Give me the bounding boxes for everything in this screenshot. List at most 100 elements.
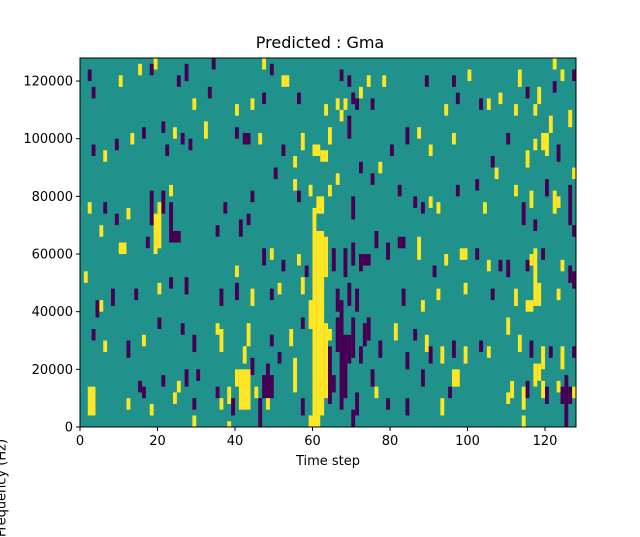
heatmap-cell <box>161 121 166 133</box>
heatmap-cell <box>316 230 325 416</box>
heatmap-cell <box>359 86 363 99</box>
heatmap-cell <box>436 288 441 301</box>
heatmap-cell <box>258 398 263 416</box>
heatmap-cell <box>529 254 534 266</box>
heatmap-cell <box>572 225 577 237</box>
heatmap-cell <box>126 398 131 410</box>
heatmap-cell <box>351 92 356 105</box>
heatmap-cell <box>308 184 313 197</box>
heatmap-cell <box>568 265 573 283</box>
heatmap-cell <box>397 184 402 197</box>
heatmap-cell <box>452 369 460 387</box>
heatmap-cell <box>188 138 193 151</box>
heatmap-cell <box>153 213 158 255</box>
heatmap-cell <box>118 242 127 255</box>
heatmap-cell <box>355 98 360 110</box>
x-tick-label: 0 <box>76 434 84 449</box>
heatmap-cell <box>362 254 371 266</box>
heatmap-cell <box>525 150 530 168</box>
heatmap-cell <box>355 392 360 416</box>
heatmap-cell <box>99 300 104 312</box>
heatmap-cell <box>386 398 391 410</box>
heatmap-cell <box>169 184 174 197</box>
heatmap-cell <box>486 98 491 110</box>
heatmap-cell <box>382 75 387 87</box>
heatmap-cell <box>459 248 468 260</box>
heatmap-plot: 0 20 40 60 80 100 120 0 20000 40000 60000 80000 100… <box>23 57 577 449</box>
heatmap-cell <box>529 340 534 358</box>
heatmap-cell <box>343 98 348 110</box>
heatmap-cell <box>417 236 422 260</box>
heatmap-cell <box>498 259 503 272</box>
heatmap-cell <box>452 75 456 87</box>
heatmap-cell <box>293 156 298 168</box>
heatmap-cell <box>467 69 472 82</box>
heatmap-cell <box>118 75 123 87</box>
heatmap-cell <box>219 288 224 306</box>
heatmap-cell <box>196 369 201 381</box>
x-axis-label: Time step <box>295 454 361 469</box>
heatmap-cell <box>87 202 92 214</box>
x-axis-ticks: 0 20 40 60 80 100 120 <box>76 427 557 449</box>
heatmap-cell <box>149 190 154 226</box>
heatmap-cell <box>114 138 119 151</box>
x-tick-label: 80 <box>382 434 399 449</box>
heatmap-cell <box>533 248 538 306</box>
heatmap-cell <box>308 300 313 329</box>
heatmap-cell <box>300 398 305 416</box>
heatmap-cell <box>176 380 181 393</box>
heatmap-cell <box>153 58 158 70</box>
heatmap-cell <box>455 184 460 197</box>
heatmap-cell <box>525 259 530 272</box>
heatmap-cell <box>514 104 518 116</box>
heatmap-cell <box>161 190 166 214</box>
heatmap-cell <box>475 248 480 260</box>
heatmap-cell <box>83 271 88 283</box>
heatmap-cell <box>506 132 511 145</box>
heatmap-cell <box>269 288 274 301</box>
y-tick-label: 40000 <box>32 305 73 320</box>
heatmap-cell <box>250 98 255 110</box>
y-tick-label: 80000 <box>32 190 73 205</box>
heatmap-cell <box>269 248 274 260</box>
heatmap-cell <box>242 132 251 145</box>
heatmap-cell <box>87 69 92 82</box>
heatmap-cell <box>331 248 336 272</box>
heatmap-cell <box>173 127 177 139</box>
heatmap-cell <box>262 248 267 266</box>
heatmap-cell <box>99 225 104 237</box>
heatmap-cell <box>564 375 569 416</box>
x-tick-label: 100 <box>455 434 480 449</box>
heatmap-cell <box>169 202 174 243</box>
heatmap-cell <box>312 207 317 416</box>
heatmap-cell <box>374 386 379 399</box>
heatmap-cell <box>432 265 437 278</box>
heatmap-cell <box>506 259 511 278</box>
heatmap-cell <box>483 202 487 214</box>
heatmap-cell <box>103 150 108 162</box>
heatmap-cell <box>370 98 375 110</box>
heatmap-cell <box>514 288 518 306</box>
heatmap-cell <box>262 58 267 70</box>
heatmap-cell <box>521 415 526 427</box>
heatmap-cell <box>572 167 577 180</box>
heatmap-cell <box>506 392 511 404</box>
heatmap-cell <box>428 196 433 208</box>
heatmap-cell <box>463 282 468 295</box>
heatmap-cell <box>479 340 484 353</box>
heatmap-cell <box>541 132 546 151</box>
heatmap-cell <box>560 346 565 370</box>
heatmap-cell <box>351 317 356 358</box>
heatmap-cell <box>281 259 286 272</box>
heatmap-cell <box>91 144 96 157</box>
heatmap-cell <box>390 144 394 157</box>
y-tick-label: 20000 <box>32 363 73 378</box>
heatmap-cell <box>413 328 418 341</box>
heatmap-cell <box>281 75 286 87</box>
heatmap-cell <box>142 386 146 399</box>
heatmap-cell <box>126 340 131 358</box>
heatmap-cell <box>258 415 263 427</box>
heatmap-cell <box>568 184 573 226</box>
x-tick-label: 20 <box>149 434 166 449</box>
figure: Predicted : Gma 0 20 40 60 80 100 120 0 20000 40… <box>0 33 577 537</box>
